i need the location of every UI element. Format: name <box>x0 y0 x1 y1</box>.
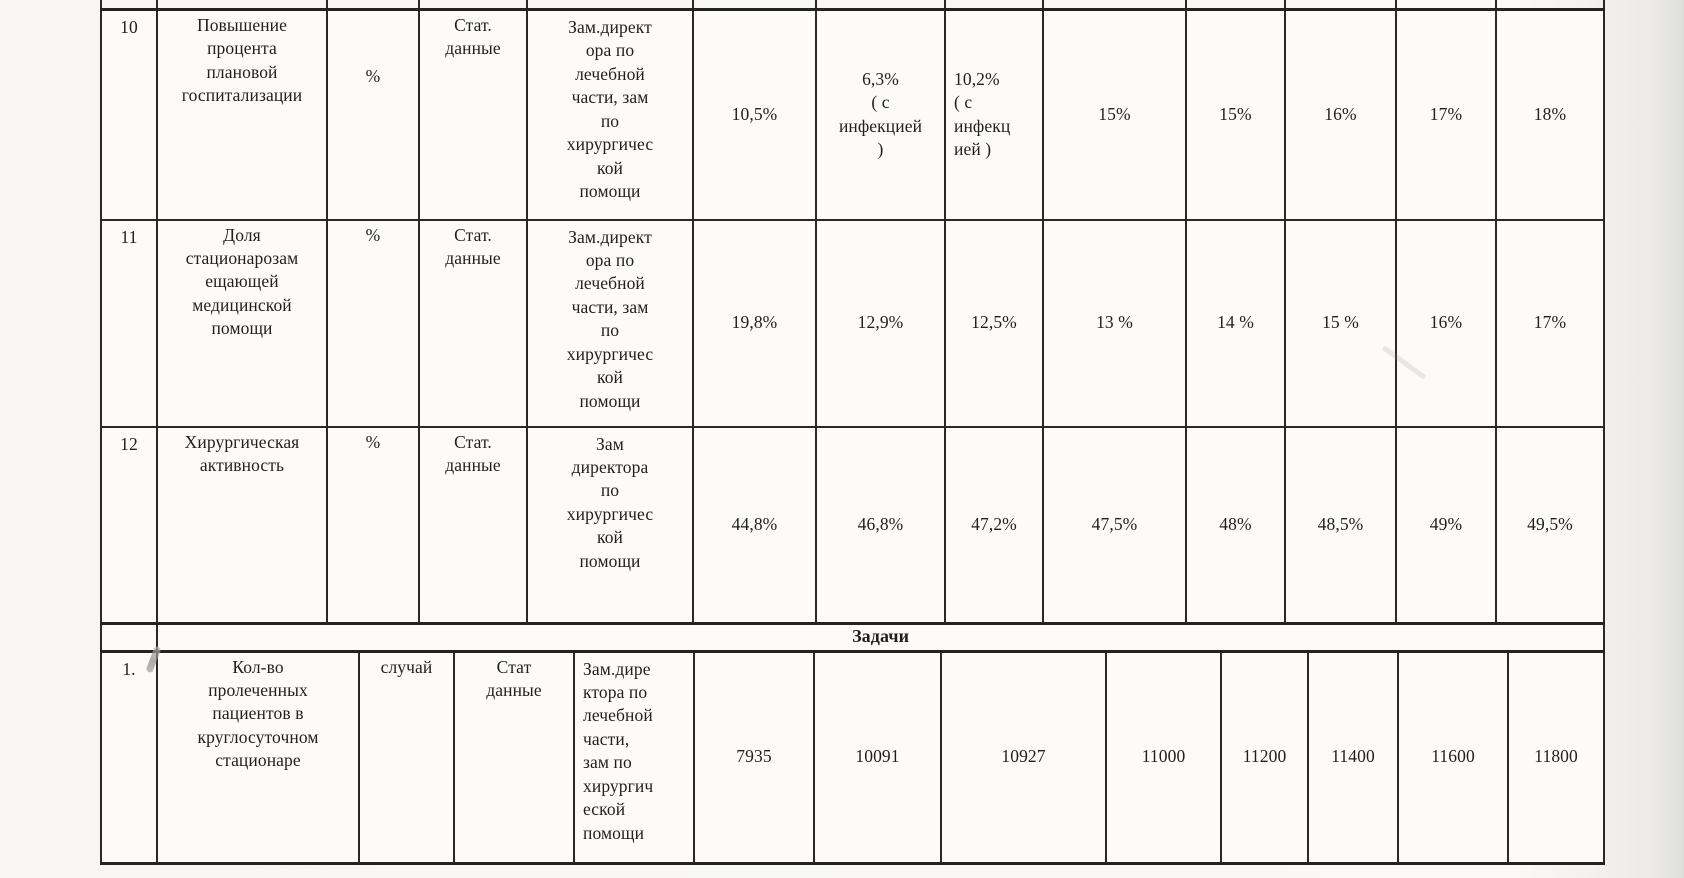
grid-stub-cell <box>100 0 158 11</box>
indicator-name-cell: Хирургическая активность <box>156 425 328 625</box>
responsible-cell: Зам.дире ктора по лечебной части, зам по… <box>573 650 695 865</box>
row-number-cell: 10 <box>100 8 158 221</box>
value-cell: 15% <box>1185 8 1286 221</box>
value-cell: 44,8% <box>692 425 817 625</box>
data-source-cell: Стат. данные <box>418 425 528 625</box>
value-cell: 13 % <box>1042 218 1187 428</box>
value-cell: 14 % <box>1185 218 1286 428</box>
unit-cell: % <box>326 8 420 221</box>
value-cell: 11400 <box>1307 650 1399 865</box>
value-cell: 46,8% <box>815 425 946 625</box>
value-cell: 6,3% ( с инфекцией ) <box>815 8 946 221</box>
value-cell: 49% <box>1395 425 1497 625</box>
indicator-name-cell: Повышение процента плановой госпитализац… <box>156 8 328 221</box>
value-cell: 48,5% <box>1284 425 1397 625</box>
banner-number-cell <box>100 625 158 653</box>
grid-stub-cell <box>692 0 817 11</box>
value-cell: 16% <box>1284 8 1397 221</box>
section-header-zadachi: Задачи <box>155 625 1606 653</box>
grid-stub-cell <box>326 0 420 11</box>
grid-stub-cell <box>418 0 528 11</box>
unit-cell: случай <box>358 650 455 865</box>
value-cell: 19,8% <box>692 218 817 428</box>
section-header-row: Задачи <box>100 625 1606 653</box>
row-number-cell: 12 <box>100 425 158 625</box>
value-cell: 11200 <box>1220 650 1309 865</box>
unit-cell: % <box>326 425 420 625</box>
value-cell: 17% <box>1395 8 1497 221</box>
responsible-cell: Зам.директ ора по лечебной части, зам по… <box>526 218 694 428</box>
unit-cell: % <box>326 218 420 428</box>
grid-stub-cell <box>156 0 328 11</box>
grid-stub-cell <box>944 0 1044 11</box>
value-cell: 47,5% <box>1042 425 1187 625</box>
value-cell: 12,5% <box>944 218 1044 428</box>
value-cell: 10091 <box>813 650 942 865</box>
table-row: 12 Хирургическая активность % Стат. данн… <box>100 425 1605 625</box>
data-source-cell: Стат. данные <box>418 8 528 221</box>
indicators-table: 10 Повышение процента плановой госпитали… <box>100 0 1605 625</box>
grid-stub-row <box>100 0 1605 11</box>
data-source-cell: Стат. данные <box>418 218 528 428</box>
value-cell: 49,5% <box>1495 425 1605 625</box>
value-cell: 10927 <box>940 650 1107 865</box>
value-cell: 47,2% <box>944 425 1044 625</box>
grid-stub-cell <box>526 0 694 11</box>
value-cell: 11000 <box>1105 650 1222 865</box>
indicator-name-cell: Кол-во пролеченных пациентов в круглосут… <box>156 650 360 865</box>
value-cell: 15 % <box>1284 218 1397 428</box>
value-cell: 18% <box>1495 8 1605 221</box>
table-row: 11 Доля стационарозам ещающей медицинско… <box>100 218 1605 428</box>
responsible-cell: Зам.директ ора по лечебной части, зам по… <box>526 8 694 221</box>
value-cell: 17% <box>1495 218 1605 428</box>
value-cell: 11800 <box>1506 650 1606 865</box>
data-source-cell: Стат данные <box>453 650 575 865</box>
value-cell: 11600 <box>1397 650 1509 865</box>
value-cell: 48% <box>1185 425 1286 625</box>
row-number-cell: 11 <box>100 218 158 428</box>
grid-stub-cell <box>1395 0 1497 11</box>
grid-stub-cell <box>1284 0 1397 11</box>
responsible-cell: Зам директора по хирургичес кой помощи <box>526 425 694 625</box>
indicator-name-cell: Доля стационарозам ещающей медицинской п… <box>156 218 328 428</box>
grid-stub-cell <box>1042 0 1187 11</box>
value-cell: 12,9% <box>815 218 946 428</box>
table-row: 10 Повышение процента плановой госпитали… <box>100 8 1605 221</box>
value-cell: 15% <box>1042 8 1187 221</box>
grid-stub-cell <box>1495 0 1605 11</box>
value-cell: 16% <box>1395 218 1497 428</box>
row-number-cell: 1. <box>100 650 158 865</box>
table-wrap: 10 Повышение процента плановой госпитали… <box>100 0 1606 865</box>
value-cell: 10,5% <box>692 8 817 221</box>
tasks-table: Задачи 1. Кол-во пролеченных пациентов в… <box>100 625 1606 865</box>
value-cell: 10,2% ( с инфекц ией ) <box>944 8 1044 221</box>
grid-stub-cell <box>1185 0 1286 11</box>
table-row: 1. Кол-во пролеченных пациентов в кругло… <box>100 650 1606 865</box>
value-cell: 7935 <box>693 650 815 865</box>
grid-stub-cell <box>815 0 946 11</box>
